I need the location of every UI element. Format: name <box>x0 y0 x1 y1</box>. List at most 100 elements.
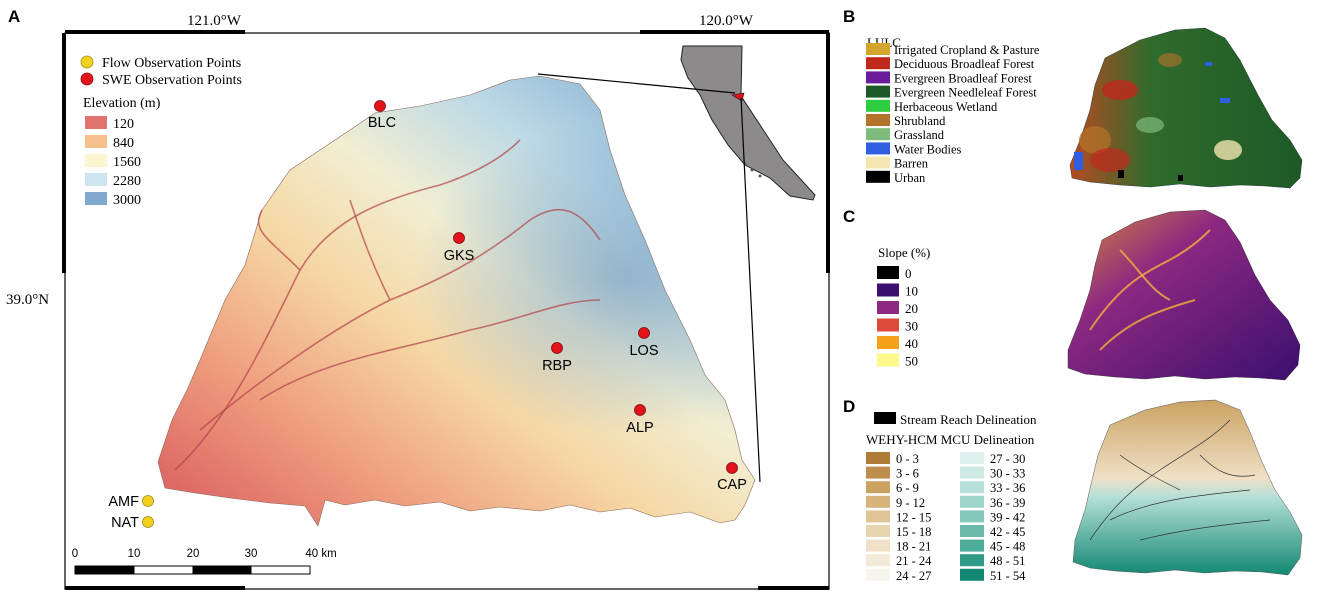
swe-point-gks[interactable] <box>453 232 465 244</box>
stream-legend-swatch <box>874 412 896 424</box>
panel-c: C Slope (%) 0 10 20 30 40 50 <box>843 207 1301 381</box>
mcu-legend-label: 30 - 33 <box>990 467 1025 481</box>
mcu-legend-swatch <box>866 452 890 464</box>
mcu-legend-label: 3 - 6 <box>896 467 919 481</box>
frame-tick <box>62 33 66 273</box>
swe-point-blc[interactable] <box>374 100 386 112</box>
swe-points: BLC GKS RBP LOS ALP CAP <box>368 100 747 493</box>
swe-point-alp[interactable] <box>634 404 646 416</box>
lulc-legend-label: Water Bodies <box>894 142 962 156</box>
mcu-legend-swatch <box>866 466 890 479</box>
flow-point-legend-marker <box>80 55 94 69</box>
elevation-legend-swatch <box>85 116 107 129</box>
mcu-legend-label: 51 - 54 <box>990 569 1026 583</box>
flow-label-amf: AMF <box>108 494 139 510</box>
legend-swe-label: SWE Observation Points <box>102 73 242 88</box>
flow-point-amf[interactable] <box>142 495 154 507</box>
inset-leader-line <box>537 73 736 94</box>
mcu-legend-label: 12 - 15 <box>896 510 931 524</box>
slope-map <box>1067 209 1301 381</box>
mcu-legend-swatch <box>866 539 890 552</box>
elevation-legend-swatch <box>85 192 107 205</box>
lulc-legend-label: Barren <box>894 157 929 171</box>
mcu-legend-swatch <box>960 568 984 581</box>
panel-c-letter: C <box>843 207 855 226</box>
frame-tick <box>640 30 829 34</box>
scale-label-10: 10 <box>128 548 141 560</box>
elevation-legend-swatch <box>85 173 107 186</box>
mcu-legend-label: 0 - 3 <box>896 452 919 466</box>
elevation-legend-label: 3000 <box>113 193 141 208</box>
california-inset-map <box>680 45 816 201</box>
lat-label-39: 39.0°N <box>6 292 49 308</box>
mcu-legend-label: 21 - 24 <box>896 554 932 568</box>
swe-label-los: LOS <box>629 343 658 359</box>
mcu-legend-swatch <box>960 495 984 508</box>
elevation-legend-label: 1560 <box>113 155 141 170</box>
elevation-legend-label: 120 <box>113 117 134 132</box>
mcu-legend-title: WEHY-HCM MCU Delineation <box>866 432 1035 447</box>
lulc-legend-label: Herbaceous Wetland <box>894 100 998 114</box>
swe-point-rbp[interactable] <box>551 342 563 354</box>
elevation-legend-items: 120 840 1560 2280 3000 <box>85 116 141 208</box>
panel-a-legend: Flow Observation Points SWE Observation … <box>80 55 242 208</box>
swe-point-legend-marker <box>80 72 94 86</box>
elevation-legend-label: 2280 <box>113 174 141 189</box>
mcu-legend-label: 24 - 27 <box>896 569 931 583</box>
lulc-legend-swatch <box>866 85 890 98</box>
mcu-legend-label: 33 - 36 <box>990 481 1025 495</box>
lulc-legend-swatch <box>866 114 890 126</box>
slope-ridges <box>1089 229 1211 351</box>
legend-elevation-title: Elevation (m) <box>83 96 161 111</box>
lon-label-120: 120.0°W <box>699 13 754 29</box>
lulc-legend-swatch <box>866 156 890 169</box>
panel-a: A 121.0°W 120.0°W 39.0°N <box>6 7 830 590</box>
scale-label-40: 40 km <box>305 548 336 560</box>
flow-points: AMF NAT <box>108 494 154 531</box>
swe-label-blc: BLC <box>368 115 396 131</box>
elevation-legend-swatch <box>85 135 107 148</box>
stream-legend-label: Stream Reach Delineation <box>900 412 1037 427</box>
mcu-legend-label: 36 - 39 <box>990 496 1025 510</box>
swe-label-rbp: RBP <box>542 358 572 374</box>
mcu-legend-label: 9 - 12 <box>896 496 925 510</box>
mcu-legend-swatch <box>960 481 984 494</box>
scale-label-30: 30 <box>245 548 258 560</box>
panel-a-letter: A <box>8 7 20 26</box>
elevation-shading <box>158 76 755 526</box>
mcu-stream-reaches <box>1089 419 1271 541</box>
lulc-map <box>1069 27 1303 189</box>
swe-point-cap[interactable] <box>726 462 738 474</box>
slope-legend-items: 0 10 20 30 40 50 <box>877 266 918 369</box>
frame-tick <box>758 586 829 590</box>
panel-d-letter: D <box>843 397 855 416</box>
mcu-legend-swatch <box>960 539 984 552</box>
frame-tick <box>826 33 830 273</box>
slope-legend-label: 40 <box>905 336 918 351</box>
mcu-legend-label: 45 - 48 <box>990 540 1025 554</box>
lon-label-121: 121.0°W <box>187 13 242 29</box>
map-frame <box>64 32 830 590</box>
swe-point-los[interactable] <box>638 327 650 339</box>
panel-d: D Stream Reach Delineation WEHY-HCM MCU … <box>843 397 1303 583</box>
lulc-legend-swatch <box>866 43 890 55</box>
panel-b: B LULC Irrigated Cropland & PastureDecid… <box>843 7 1303 189</box>
mcu-legend-swatch <box>866 481 890 494</box>
mcu-map <box>1072 399 1303 576</box>
frame-tick <box>65 30 245 34</box>
flow-point-nat[interactable] <box>142 516 154 528</box>
mcu-legend-swatch <box>960 554 984 567</box>
lulc-legend-label: Irrigated Cropland & Pasture <box>894 43 1040 57</box>
scale-label-20: 20 <box>187 548 200 560</box>
mcu-legend-swatch <box>866 510 890 523</box>
mcu-legend-swatch <box>960 452 984 464</box>
scale-label-0: 0 <box>72 548 78 560</box>
lulc-legend-label: Grassland <box>894 128 945 142</box>
mcu-legend-swatch <box>866 568 890 581</box>
mcu-legend-label: 15 - 18 <box>896 525 931 539</box>
mcu-legend-swatch <box>960 466 984 479</box>
lulc-map-patches <box>1074 53 1242 181</box>
scale-bar: 0 10 20 30 40 km <box>72 548 337 575</box>
swe-label-alp: ALP <box>626 420 653 436</box>
